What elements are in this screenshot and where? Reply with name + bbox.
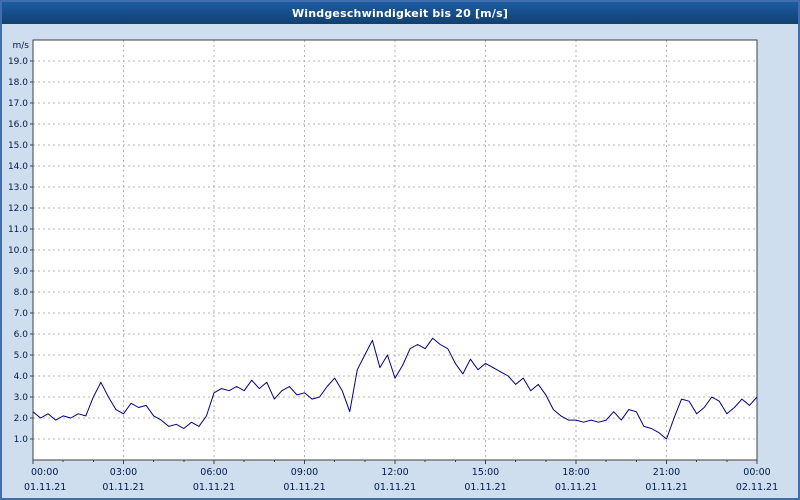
y-tick-label: 18.0 [8,78,28,88]
x-tick-time-label: 21:00 [653,467,680,478]
x-tick-time-label: 18:00 [562,467,589,478]
y-axis-unit-label: m/s [13,41,30,51]
y-tick-label: 17.0 [8,99,28,109]
y-tick-label: 6.0 [14,330,29,340]
x-tick-date-label: 01.11.21 [193,482,235,493]
y-tick-label: 10.0 [8,246,28,256]
y-tick-label: 8.0 [14,288,29,298]
y-tick-label: 15.0 [8,141,28,151]
y-tick-label: 2.0 [14,414,29,424]
y-tick-label: 4.0 [14,372,29,382]
title-bar: Windgeschwindigkeit bis 20 [m/s] [2,2,798,24]
wind-speed-chart: m/s 1.0 2.0 3.0 4.0 5.0 6.0 7.0 8.0 9.0 10.0 11.0 12… [8,39,778,493]
wind-speed-series [32,337,758,440]
grid-lines [33,40,757,460]
window-title: Windgeschwindigkeit bis 20 [m/s] [291,6,509,20]
y-tick-label: 12.0 [8,204,28,214]
y-tick-label: 9.0 [14,267,29,277]
x-tick-time-label: 09:00 [291,467,318,478]
y-tick-label: 19.0 [8,57,28,67]
x-tick-time-label: 06:00 [200,467,227,478]
x-tick-date-label: 01.11.21 [24,482,66,493]
x-tick-time-label: 15:00 [472,467,499,478]
y-tick-label: 13.0 [8,183,28,193]
x-axis-labels: 00:00 01.11.21 03:00 01.11.21 06:00 01.11.21 0… [24,460,778,493]
x-tick-date-label: 02.11.21 [736,482,778,493]
x-tick-date-label: 01.11.21 [374,482,416,493]
x-tick-date-label: 01.11.21 [283,482,325,493]
y-tick-label: 3.0 [14,393,29,403]
x-tick-time-label: 00:00 [743,467,770,478]
x-tick-time-label: 03:00 [110,467,137,478]
x-tick-date-label: 01.11.21 [555,482,597,493]
y-tick-label: 11.0 [8,225,28,235]
x-tick-date-label: 01.11.21 [102,482,144,493]
y-tick-label: 7.0 [14,309,29,319]
series-line [32,337,758,440]
x-tick-date-label: 01.11.21 [645,482,687,493]
y-tick-label: 16.0 [8,120,28,130]
x-tick-time-label: 12:00 [381,467,408,478]
y-tick-label: 14.0 [8,162,28,172]
y-tick-label: 5.0 [14,351,29,361]
x-tick-date-label: 01.11.21 [464,482,506,493]
x-tick-time-label: 00:00 [31,467,58,478]
y-axis-labels: m/s 1.0 2.0 3.0 4.0 5.0 6.0 7.0 8.0 9.0 10.0 11.0 12… [8,41,33,445]
y-tick-label: 1.0 [14,435,29,445]
